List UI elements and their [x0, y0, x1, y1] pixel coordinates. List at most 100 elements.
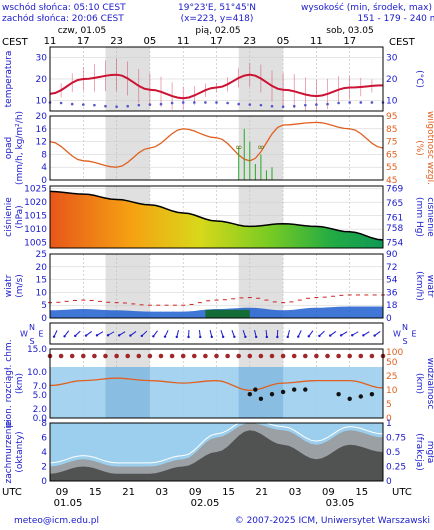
- right-axis-title: wiatr: [425, 275, 434, 298]
- right-tick-label: 1: [386, 419, 392, 429]
- right-tick-label: 90: [386, 250, 398, 260]
- grid-text: (x=223, y=418): [181, 14, 254, 24]
- right-axis-unit: (km): [414, 373, 424, 394]
- wind-strong-area: [205, 309, 250, 318]
- left-tick-label: 20: [36, 263, 48, 273]
- left-tick-label: 15.0: [27, 345, 47, 355]
- bottom-date-2: 02.05: [191, 498, 220, 509]
- left-tick-label: 8: [41, 150, 47, 160]
- night-shade: [238, 323, 284, 344]
- dewpoint-point: [237, 102, 240, 106]
- left-tick-label: 1020: [24, 198, 47, 208]
- sunset-text: zachód słońca: 20:06 CEST: [2, 13, 124, 24]
- visibility-dot: [180, 353, 186, 359]
- left-tick-label: 6: [41, 434, 47, 444]
- left-axis-unit: (oktanty): [15, 431, 25, 472]
- right-tick-label: 36: [386, 288, 398, 298]
- cloud-layer-dot: [369, 392, 375, 397]
- left-tick-label: 0: [41, 477, 47, 487]
- visibility-dot: [69, 353, 75, 359]
- panel-frame: [49, 348, 384, 419]
- bottom-tz-right: UTC: [392, 487, 412, 498]
- cloud-extent-background: [50, 367, 383, 418]
- visibility-dot: [269, 353, 275, 359]
- cloud-layer-dot: [280, 389, 286, 395]
- left-tick-label: 1015: [24, 212, 47, 222]
- right-tick-label: 0: [386, 477, 392, 487]
- right-axis-unit: (frakcja): [414, 433, 424, 471]
- panel-frame: [49, 115, 384, 181]
- cloud-layer-dot: [292, 387, 297, 392]
- wind-direction-head: [187, 335, 190, 339]
- bottom-hour-label: 15: [222, 487, 235, 498]
- wind-direction-head: [318, 334, 321, 338]
- dewpoint-point: [59, 101, 63, 105]
- top-tz-right: CEST: [389, 37, 416, 48]
- wind-direction-head: [233, 335, 236, 338]
- left-tick-label: 2.0: [33, 405, 48, 415]
- dewpoint-point: [292, 104, 296, 108]
- bottom-hour-label: 09: [56, 487, 69, 498]
- visibility-dot: [92, 353, 97, 359]
- wind-direction-head: [244, 335, 247, 339]
- visibility-dot: [214, 353, 219, 359]
- left-tick-label: 5.0: [33, 391, 48, 401]
- dewpoint-point: [159, 102, 163, 106]
- dewpoint-point: [259, 103, 263, 107]
- visibility-dot: [81, 353, 86, 359]
- footer-copyright: © 2007-2025 ICM, Uniwersytet Warszawski: [235, 516, 430, 526]
- top-hour-label: 05: [144, 36, 157, 47]
- height-label: wysokość (min, środek, max): [301, 2, 432, 13]
- left-tick-label: 10: [36, 288, 48, 298]
- left-tick-label: 10: [36, 96, 48, 106]
- pressure-line: [49, 190, 384, 241]
- left-axis-title: ciśnienie: [3, 197, 14, 237]
- wind-direction-head: [140, 334, 144, 338]
- left-tick-label: 12: [36, 138, 47, 148]
- right-tick-label: 85: [386, 125, 397, 135]
- top-hour-label: 23: [110, 36, 123, 47]
- right-tick-label: 75: [386, 138, 397, 148]
- cloud-layer-dot: [247, 392, 252, 397]
- right-tick-label: 758: [386, 224, 403, 234]
- visibility-dot: [369, 353, 375, 359]
- top-hour-label: 11: [310, 36, 323, 47]
- wind-direction-head: [362, 334, 365, 337]
- left-tick-label: 0: [41, 314, 47, 324]
- left-tick-label: 15: [36, 276, 47, 286]
- wind-direction-head: [329, 334, 332, 337]
- right-axis-unit: (mm Hg): [414, 197, 424, 237]
- right-axis-unit: (°C): [414, 70, 424, 88]
- right-tick-label: 65: [386, 150, 397, 160]
- wind-direction-head: [221, 335, 225, 339]
- compass-w-left: W: [20, 330, 28, 339]
- wind-direction-head: [286, 335, 289, 339]
- left-tick-label: 30: [36, 54, 48, 64]
- visibility-dot: [303, 353, 308, 359]
- low-cloud-area: [50, 430, 383, 481]
- footer-email[interactable]: meteo@icm.edu.pl: [14, 516, 99, 526]
- wind-direction-head: [373, 334, 376, 337]
- visibility-dot: [147, 353, 153, 359]
- right-tick-label: 0.5: [386, 448, 400, 458]
- left-tick-label: 4: [41, 448, 47, 458]
- right-axis-unit: (km/h): [414, 271, 424, 301]
- panel-frame: [49, 185, 384, 249]
- right-axis-title: wilgotność wzgl.: [425, 111, 434, 185]
- wind-direction-head: [175, 335, 178, 339]
- right-tick-label: 0: [386, 314, 392, 324]
- dewpoint-point: [248, 103, 252, 106]
- pressure-area: [50, 191, 383, 248]
- left-tick-label: 0.0: [33, 414, 48, 424]
- dewpoint-point: [215, 101, 218, 104]
- compass-e-right: E: [411, 330, 416, 339]
- cloud-outline: [49, 422, 384, 464]
- top-hour-label: 17: [77, 36, 90, 47]
- wind-direction-head: [265, 335, 269, 339]
- night-shade: [238, 367, 284, 418]
- top-hour-label: 17: [210, 36, 223, 47]
- temperature-line: [49, 73, 384, 100]
- right-tick-label: 95: [386, 112, 397, 122]
- right-tick-label: 45: [386, 176, 397, 186]
